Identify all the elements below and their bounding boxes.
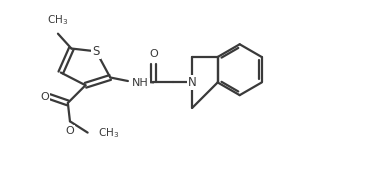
Text: CH$_3$: CH$_3$ [47,13,69,27]
Text: N: N [188,76,197,89]
Text: NH: NH [132,79,149,88]
Text: CH$_3$: CH$_3$ [98,126,119,139]
Text: O: O [149,49,158,59]
Text: O: O [66,125,74,136]
Text: S: S [92,45,100,58]
Text: O: O [40,92,49,101]
